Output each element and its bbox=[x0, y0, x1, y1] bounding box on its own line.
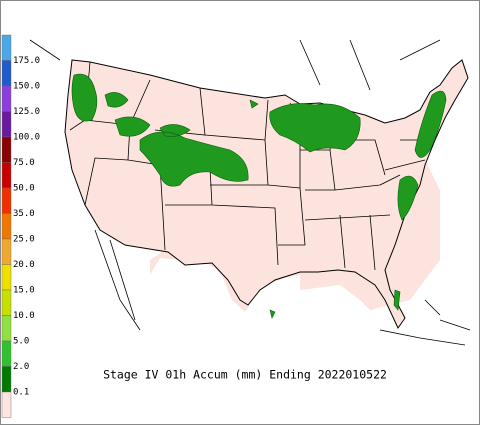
legend-label: 20.0 bbox=[13, 260, 35, 270]
legend-label: 35.0 bbox=[13, 209, 35, 219]
legend-label: 175.0 bbox=[13, 56, 40, 66]
legend-swatch bbox=[1, 162, 12, 189]
legend-swatch bbox=[1, 60, 12, 87]
legend-label: 5.0 bbox=[13, 337, 29, 347]
legend-swatch bbox=[1, 391, 12, 418]
map bbox=[29, 39, 471, 346]
legend-swatch bbox=[1, 136, 12, 163]
legend-label: 150.0 bbox=[13, 82, 40, 92]
legend-swatch bbox=[1, 34, 12, 61]
caption: Stage IV 01h Accum (mm) Ending 202201052… bbox=[103, 368, 387, 382]
legend-label: 25.0 bbox=[13, 235, 35, 245]
legend-label: 50.0 bbox=[13, 184, 35, 194]
legend-swatch bbox=[1, 289, 12, 316]
precip-areas bbox=[71, 73, 447, 319]
legend-swatch bbox=[1, 85, 12, 112]
legend-label: 2.0 bbox=[13, 362, 29, 372]
outside-coasts bbox=[29, 39, 471, 346]
legend-label: 0.1 bbox=[13, 388, 29, 398]
legend-swatch bbox=[1, 340, 12, 367]
legend-swatch bbox=[1, 264, 12, 291]
legend-label: 100.0 bbox=[13, 133, 40, 143]
legend-label: 125.0 bbox=[13, 107, 40, 117]
legend-label: 15.0 bbox=[13, 286, 35, 296]
legend-swatch bbox=[1, 111, 12, 138]
legend-swatch bbox=[1, 213, 12, 240]
legend-swatch bbox=[1, 238, 12, 265]
legend-label: 75.0 bbox=[13, 158, 35, 168]
legend: 175.0 150.0 125.0 100.0 75.0 50.0 35.0 25.0 20.0… bbox=[1, 34, 40, 418]
legend-swatch bbox=[1, 187, 12, 214]
legend-swatch bbox=[1, 315, 12, 342]
legend-label: 10.0 bbox=[13, 311, 35, 321]
legend-swatch bbox=[1, 366, 12, 393]
